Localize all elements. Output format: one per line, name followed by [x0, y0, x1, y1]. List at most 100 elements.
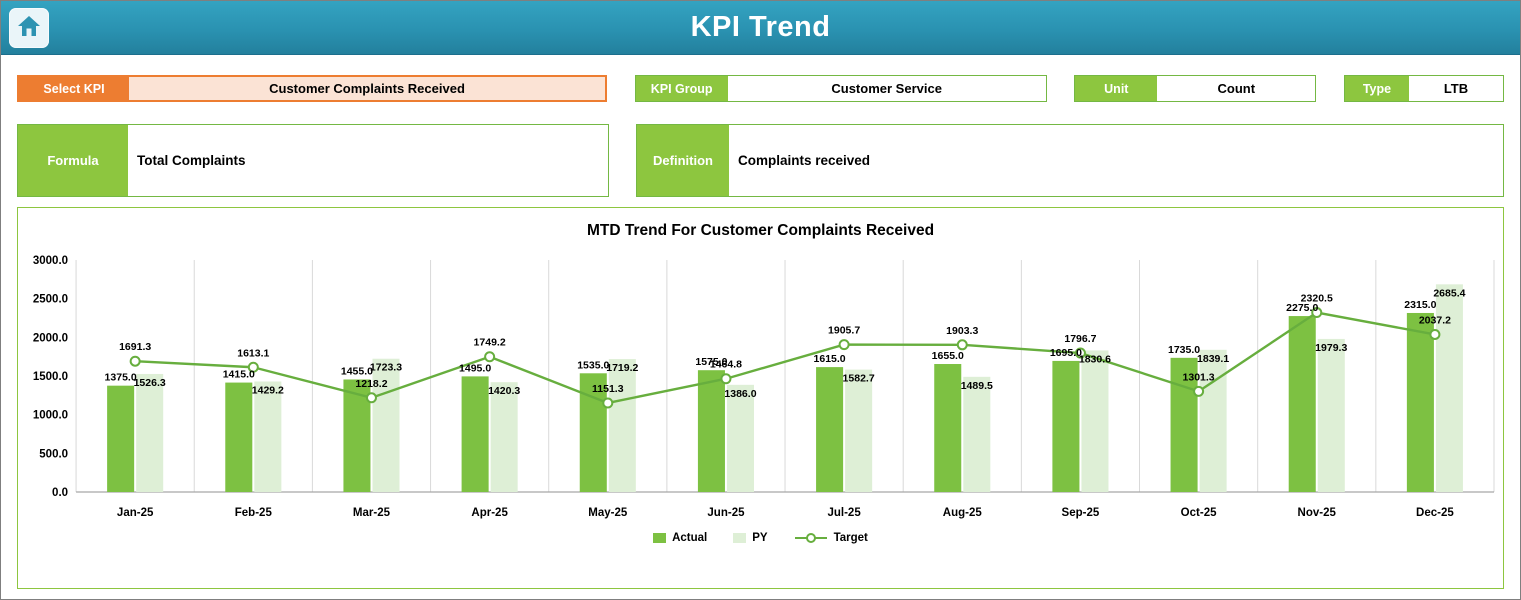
target-data-label: 2320.5	[1301, 293, 1333, 305]
py-data-label: 1830.6	[1079, 353, 1111, 365]
target-marker	[129, 355, 141, 367]
x-axis-category-label: Oct-25	[1181, 507, 1217, 519]
target-data-label: 1796.7	[1064, 333, 1096, 345]
target-data-label: 2037.2	[1419, 314, 1451, 326]
target-marker	[1193, 385, 1205, 397]
formula-label: Formula	[18, 125, 128, 196]
target-marker	[365, 392, 377, 404]
select-kpi-field: Select KPI Customer Complaints Received	[17, 75, 607, 102]
actual-data-label: 1655.0	[932, 350, 964, 362]
target-marker	[956, 339, 968, 351]
kpi-trend-chart: 0.0 500.0 1000.0 1500.0 2000.0 2500.0 3000.0 Ja…	[33, 255, 1495, 519]
y-axis-tick-label: 3000.0	[33, 255, 68, 267]
unit-field: Unit Count	[1074, 75, 1317, 102]
kpi-group-field: KPI Group Customer Service	[634, 75, 1047, 102]
actual-data-label: 1455.0	[341, 365, 373, 377]
header: KPI Trend	[1, 1, 1520, 55]
y-axis-tick-label: 1500.0	[33, 371, 68, 383]
actual-bar	[343, 379, 371, 492]
py-data-label: 1582.7	[843, 373, 875, 385]
actual-data-label: 1615.0	[814, 353, 846, 365]
py-bar	[726, 384, 754, 492]
x-axis-category-label: Dec-25	[1416, 507, 1454, 519]
y-axis-tick-label: 0.0	[52, 487, 68, 499]
formula-box: Formula Total Complaints	[17, 124, 609, 197]
legend-py-swatch	[733, 533, 747, 543]
info-row: Formula Total Complaints Definition Comp…	[17, 124, 1504, 197]
selector-row: Select KPI Customer Complaints Received …	[17, 75, 1504, 102]
x-axis-category-label: Apr-25	[471, 507, 508, 519]
formula-value: Total Complaints	[137, 153, 246, 168]
actual-data-label: 1575.0	[695, 356, 727, 368]
py-bar	[1199, 349, 1227, 492]
y-axis-tick-label: 500.0	[39, 448, 68, 460]
chart-legend: Actual PY Target	[18, 532, 1503, 544]
actual-bar	[816, 367, 844, 492]
select-kpi-label: Select KPI	[19, 77, 129, 100]
chart-title: MTD Trend For Customer Complaints Receiv…	[586, 222, 935, 239]
actual-bar	[461, 376, 489, 492]
actual-bar	[107, 385, 135, 492]
definition-value: Complaints received	[738, 153, 871, 168]
type-field: Type LTB	[1343, 75, 1504, 102]
unit-label: Unit	[1075, 76, 1158, 101]
target-data-label: 1301.3	[1183, 371, 1215, 383]
x-axis-category-label: Jul-25	[827, 507, 861, 519]
py-data-label: 1719.2	[606, 362, 638, 374]
py-bar	[254, 381, 282, 492]
target-data-label: 1613.1	[237, 347, 269, 359]
y-axis-tick-label: 1000.0	[33, 410, 68, 422]
x-axis-category-label: Jan-25	[117, 507, 154, 519]
legend-py-label: PY	[752, 532, 768, 544]
py-data-label: 1386.0	[724, 388, 756, 400]
x-axis-category-label: Feb-25	[235, 507, 273, 519]
target-marker	[247, 361, 259, 373]
legend-target-label: Target	[833, 532, 868, 544]
x-axis-category-label: Mar-25	[353, 507, 391, 519]
y-axis-tick-label: 2000.0	[33, 332, 68, 344]
target-data-label: 1903.3	[946, 325, 978, 337]
legend-item-actual: Actual	[653, 532, 707, 544]
y-axis-tick-label: 2500.0	[33, 294, 68, 306]
actual-bar	[225, 382, 253, 492]
legend-actual-label: Actual	[672, 532, 708, 544]
legend-item-py: PY	[733, 532, 768, 544]
x-axis-category-label: Nov-25	[1298, 507, 1337, 519]
home-icon	[16, 13, 42, 44]
x-axis-category-label: Sep-25	[1062, 507, 1100, 519]
py-bar	[608, 359, 636, 492]
target-marker	[1311, 307, 1323, 319]
chart-panel: MTD Trend For Customer Complaints Receiv…	[17, 207, 1504, 589]
actual-data-label: 1495.0	[459, 362, 491, 374]
actual-bar	[934, 364, 962, 492]
py-bar	[845, 369, 873, 492]
target-data-label: 1691.3	[119, 341, 151, 353]
py-bar	[1317, 338, 1345, 492]
py-bar	[136, 373, 164, 492]
target-marker	[1429, 328, 1441, 340]
py-data-label: 1429.2	[252, 384, 284, 396]
actual-data-label: 1415.0	[223, 369, 255, 381]
page-title: KPI Trend	[690, 11, 831, 43]
target-data-label: 1151.3	[592, 383, 624, 395]
actual-data-label: 1535.0	[577, 359, 609, 371]
actual-bar	[1288, 316, 1316, 492]
py-bar	[490, 382, 518, 492]
target-line	[135, 311, 1436, 405]
x-axis-category-label: Aug-25	[943, 507, 983, 519]
actual-data-label: 1375.0	[105, 372, 137, 384]
py-data-label: 1489.5	[961, 380, 993, 392]
definition-box: Definition Complaints received	[636, 124, 1504, 197]
select-kpi-value[interactable]: Customer Complaints Received	[129, 77, 605, 100]
actual-bar	[697, 370, 725, 492]
legend-item-target: Target	[794, 532, 868, 544]
py-data-label: 2685.4	[1433, 287, 1465, 299]
actual-bar	[1170, 357, 1198, 492]
actual-data-label: 1695.0	[1050, 347, 1082, 359]
target-marker	[838, 339, 850, 351]
home-button[interactable]	[9, 8, 49, 48]
target-data-label: 1905.7	[828, 325, 860, 337]
target-data-label: 1218.2	[355, 378, 387, 390]
py-data-label: 1723.3	[370, 362, 402, 374]
